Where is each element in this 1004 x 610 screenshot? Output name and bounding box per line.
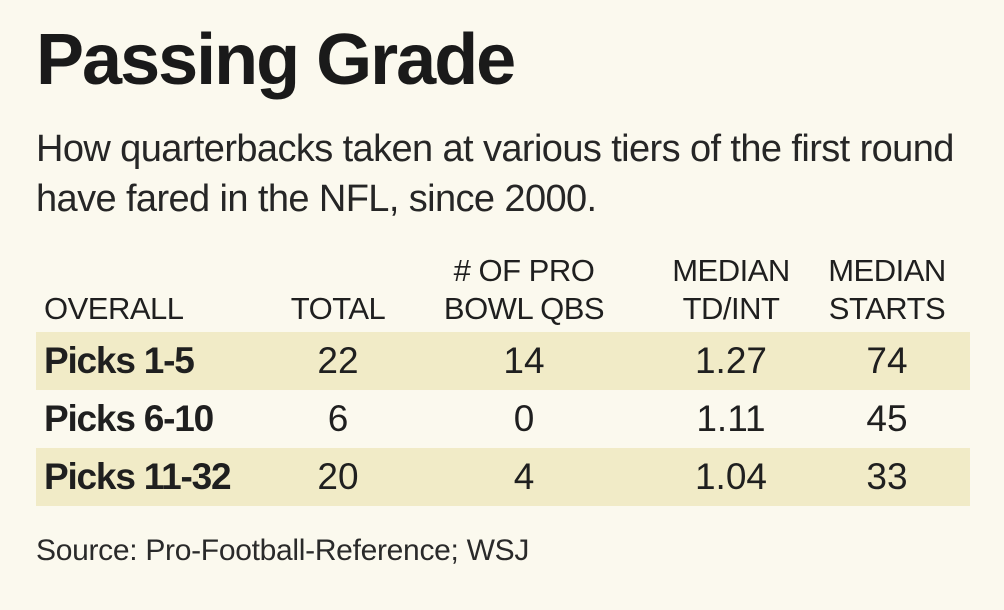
header-median-td-int: MEDIAN TD/INT bbox=[648, 252, 814, 328]
header-td-int-line-1: MEDIAN bbox=[672, 253, 790, 288]
cell-pro-bowl-qbs: 14 bbox=[503, 340, 545, 381]
header-pro-bowl-line-1: # OF PRO bbox=[453, 253, 595, 288]
source-note: Source: Pro-Football-Reference; WSJ bbox=[36, 534, 530, 567]
row-label: Picks 6-10 bbox=[44, 398, 214, 439]
chart-subtitle: How quarterbacks taken at various tiers … bbox=[36, 128, 954, 220]
row-label: Picks 1-5 bbox=[44, 340, 195, 381]
header-td-int-line-2: TD/INT bbox=[682, 291, 780, 326]
cell-median-starts: 74 bbox=[866, 340, 908, 381]
table-header: OVERALL TOTAL # OF PRO BOWL QBS MEDIAN T… bbox=[36, 250, 970, 332]
chart-title: Passing Grade bbox=[36, 20, 516, 100]
header-pro-bowl-qbs: # OF PRO BOWL QBS bbox=[414, 252, 634, 328]
header-total-line-1: TOTAL bbox=[290, 291, 386, 326]
header-pro-bowl-line-2: BOWL QBS bbox=[443, 291, 605, 326]
header-median-starts: MEDIAN STARTS bbox=[814, 252, 960, 328]
header-overall-line-1: OVERALL bbox=[44, 291, 184, 326]
cell-median-td-int: 1.11 bbox=[696, 398, 766, 439]
cell-total: 20 bbox=[317, 456, 359, 497]
table-row: Picks 1-5 22 14 1.27 74 bbox=[36, 332, 970, 390]
cell-median-td-int: 1.27 bbox=[694, 340, 767, 381]
data-table: OVERALL TOTAL # OF PRO BOWL QBS MEDIAN T… bbox=[36, 250, 970, 506]
cell-pro-bowl-qbs: 0 bbox=[513, 398, 535, 439]
header-starts-line-1: MEDIAN bbox=[828, 253, 946, 288]
cell-median-td-int: 1.04 bbox=[694, 456, 767, 497]
cell-total: 22 bbox=[317, 340, 359, 381]
header-overall: OVERALL bbox=[44, 290, 184, 328]
row-label: Picks 11-32 bbox=[44, 456, 232, 497]
cell-pro-bowl-qbs: 4 bbox=[513, 456, 535, 497]
header-starts-line-2: STARTS bbox=[828, 291, 946, 326]
table-row: Picks 6-10 6 0 1.11 45 bbox=[36, 390, 970, 448]
table-row: Picks 11-32 20 4 1.04 33 bbox=[36, 448, 970, 506]
cell-median-starts: 33 bbox=[866, 456, 908, 497]
cell-total: 6 bbox=[327, 398, 349, 439]
header-total: TOTAL bbox=[280, 290, 396, 328]
cell-median-starts: 45 bbox=[866, 398, 908, 439]
